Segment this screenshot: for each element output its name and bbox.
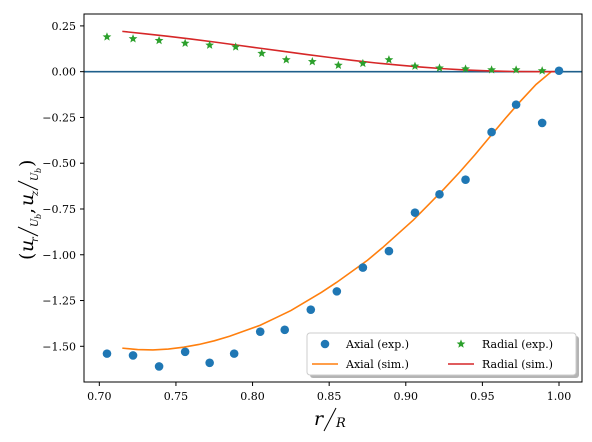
x-axis-title: r R (314, 407, 346, 432)
data-point-radial-exp (102, 32, 112, 41)
svg-text:u: u (16, 240, 38, 252)
svg-text:b: b (34, 168, 43, 173)
data-point-axial-exp (487, 127, 496, 137)
data-point-radial-exp (384, 55, 394, 64)
data-point-axial-exp (306, 305, 316, 314)
data-point-axial-exp (511, 100, 521, 109)
y-tick-label: 0.00 (52, 66, 77, 79)
data-point-radial-exp (180, 38, 190, 48)
data-point-radial-exp (487, 65, 496, 74)
series-line-radial-sim (122, 30, 560, 73)
data-point-axial-exp (255, 327, 265, 336)
x-tick-label: 0.80 (240, 390, 265, 403)
data-point-axial-exp (410, 208, 420, 217)
legend-label-axial-exp: Axial (exp.) (345, 338, 409, 351)
legend-label-axial-sim: Axial (sim.) (345, 358, 409, 371)
data-point-radial-exp (410, 61, 420, 70)
plot-area (84, 14, 582, 382)
x-axis-title-numerator: r (314, 408, 325, 430)
x-axis-title-slash (323, 407, 337, 432)
data-point-axial-exp (280, 325, 290, 335)
svg-text:U: U (30, 218, 41, 227)
data-point-axial-exp (384, 246, 394, 256)
data-point-radial-exp (154, 35, 164, 45)
svg-text:(: ( (16, 253, 38, 260)
legend-swatch-radial-exp (456, 339, 466, 348)
x-tick-label: 0.70 (87, 390, 112, 403)
data-point-axial-exp (461, 175, 470, 184)
x-axis-title-denominator: R (335, 416, 346, 431)
svg-text:): ) (16, 160, 38, 167)
data-point-radial-exp (231, 42, 241, 51)
svg-text:,: , (16, 208, 38, 214)
x-tick-label: 1.00 (547, 390, 572, 403)
y-tick-label: −0.75 (42, 203, 76, 216)
data-point-axial-exp (537, 118, 547, 128)
data-point-radial-exp (307, 57, 317, 66)
data-point-axial-exp (332, 287, 342, 296)
data-point-radial-exp (257, 48, 267, 58)
x-tick-label: 0.90 (394, 390, 419, 403)
data-point-radial-exp (128, 34, 138, 43)
y-tick-label: −1.50 (42, 340, 76, 353)
y-tick-label: −1.25 (42, 295, 76, 308)
legend-swatch-axial-exp (320, 339, 330, 349)
y-axis-title: ( u r U b , u z U b ) (16, 160, 43, 260)
x-tick-label: 0.85 (317, 390, 342, 403)
data-point-axial-exp (205, 358, 214, 368)
y-tick-label: −1.00 (42, 249, 76, 262)
legend-label-radial-sim: Radial (sim.) (482, 358, 553, 371)
data-point-radial-exp (537, 66, 547, 75)
data-point-radial-exp (205, 40, 215, 49)
data-point-axial-exp (229, 349, 239, 358)
y-tick-label: −0.50 (42, 157, 76, 170)
svg-text:r: r (30, 236, 41, 242)
data-point-axial-exp (554, 66, 564, 76)
x-tick-label: 0.75 (164, 390, 189, 403)
legend: Axial (exp.) Axial (sim.) Radial (exp.) Rad… (306, 332, 579, 378)
data-point-radial-exp (461, 64, 470, 73)
data-point-axial-exp (154, 362, 164, 371)
y-tick-label: −0.25 (42, 111, 76, 124)
data-point-axial-exp (435, 190, 444, 199)
data-point-radial-exp (358, 58, 368, 68)
y-tick-label: 0.25 (52, 20, 77, 33)
svg-text:b: b (34, 214, 43, 219)
x-tick-label: 0.95 (470, 390, 495, 403)
svg-text:z: z (30, 190, 41, 197)
data-point-radial-exp (511, 65, 521, 74)
data-point-axial-exp (102, 349, 112, 358)
data-point-radial-exp (435, 63, 444, 72)
plot-frame (83, 13, 583, 383)
svg-text:u: u (16, 194, 38, 206)
data-point-axial-exp (180, 347, 190, 357)
data-point-radial-exp (281, 55, 291, 64)
legend-label-radial-exp: Radial (exp.) (482, 338, 553, 351)
data-point-radial-exp (333, 60, 343, 69)
svg-text:U: U (30, 172, 41, 181)
data-point-axial-exp (128, 351, 138, 360)
data-point-axial-exp (358, 263, 368, 272)
